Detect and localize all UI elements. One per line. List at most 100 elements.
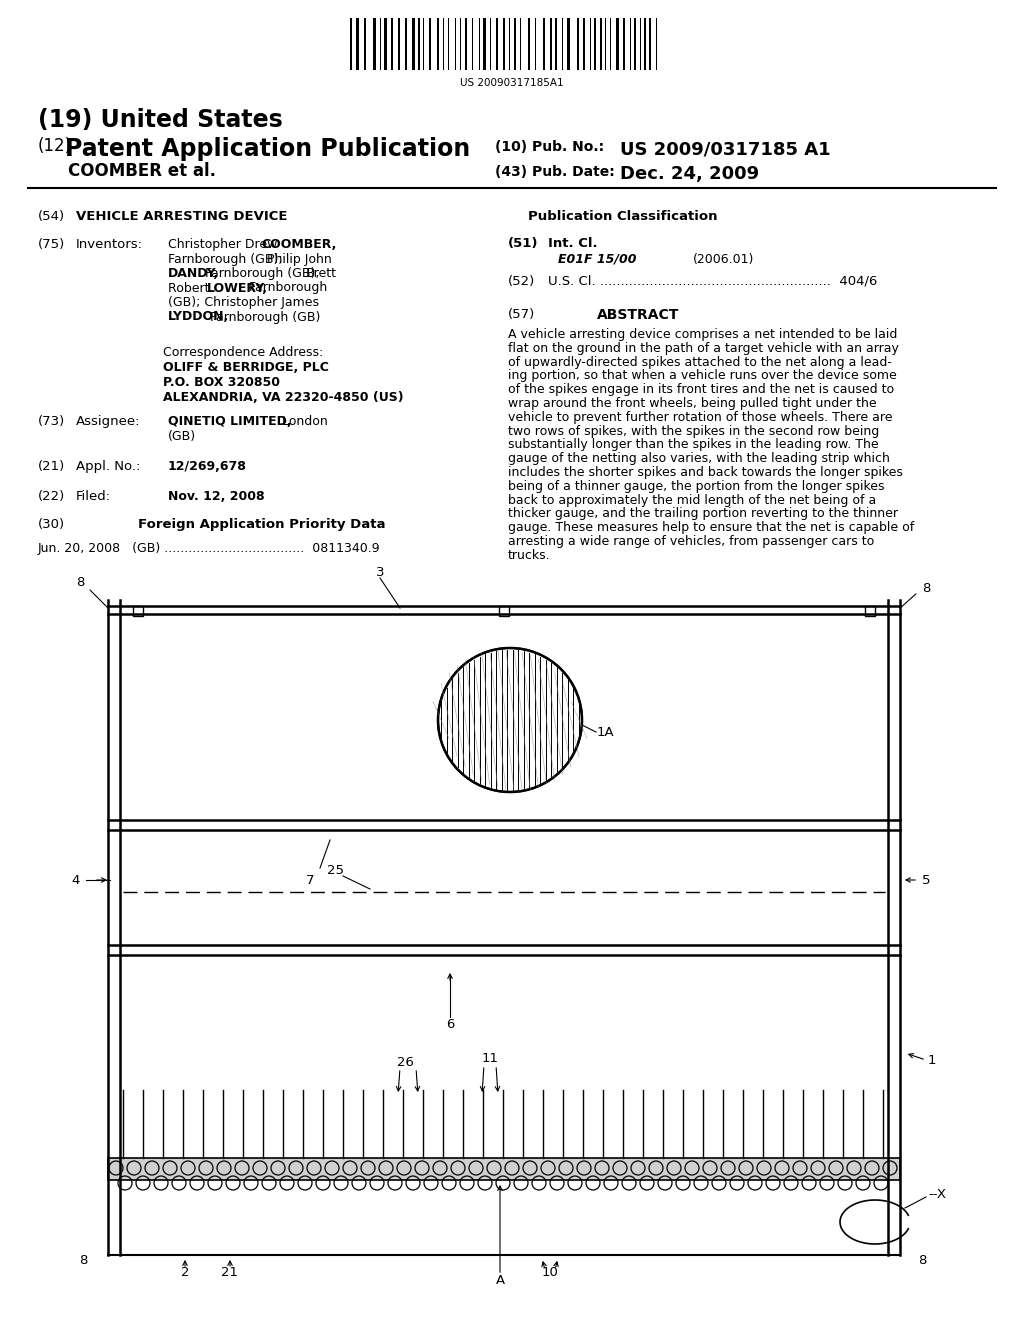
Text: thicker gauge, and the trailing portion reverting to the thinner: thicker gauge, and the trailing portion … [508, 507, 898, 520]
Text: Farnborough (GB): Farnborough (GB) [207, 310, 321, 323]
Text: (22): (22) [38, 490, 66, 503]
Text: being of a thinner gauge, the portion from the longer spikes: being of a thinner gauge, the portion fr… [508, 479, 885, 492]
Text: Int. Cl.: Int. Cl. [548, 238, 598, 249]
Text: QINETIQ LIMITED,: QINETIQ LIMITED, [168, 414, 292, 428]
Text: 8: 8 [76, 576, 84, 589]
Bar [528, 18, 530, 70]
Text: OLIFF & BERRIDGE, PLC: OLIFF & BERRIDGE, PLC [163, 360, 329, 374]
Text: Appl. No.:: Appl. No.: [76, 459, 140, 473]
Text: 8: 8 [79, 1254, 87, 1266]
Text: (GB): (GB) [168, 430, 197, 444]
Text: ABSTRACT: ABSTRACT [597, 308, 679, 322]
Text: LOWERY,: LOWERY, [207, 281, 267, 294]
Text: gauge. These measures help to ensure that the net is capable of: gauge. These measures help to ensure tha… [508, 521, 914, 535]
Text: flat on the ground in the path of a target vehicle with an array: flat on the ground in the path of a targ… [508, 342, 899, 355]
Text: (73): (73) [38, 414, 66, 428]
Text: Assignee:: Assignee: [76, 414, 140, 428]
Bar [550, 18, 552, 70]
Text: back to approximately the mid length of the net being of a: back to approximately the mid length of … [508, 494, 877, 507]
Text: (43) Pub. Date:: (43) Pub. Date: [495, 165, 614, 180]
Bar [429, 18, 431, 70]
Text: Nov. 12, 2008: Nov. 12, 2008 [168, 490, 264, 503]
Text: London: London [278, 414, 328, 428]
Text: (57): (57) [508, 308, 536, 321]
Text: 8: 8 [922, 582, 931, 594]
Text: 25: 25 [327, 863, 343, 876]
Text: Patent Application Publication: Patent Application Publication [65, 137, 470, 161]
Text: E01F 15/00: E01F 15/00 [558, 253, 637, 267]
Text: Farnborough (GB);: Farnborough (GB); [168, 252, 287, 265]
Text: US 2009/0317185 A1: US 2009/0317185 A1 [620, 140, 830, 158]
Text: of the spikes engage in its front tires and the net is caused to: of the spikes engage in its front tires … [508, 383, 894, 396]
Bar [499, 606, 509, 616]
Bar [865, 606, 874, 616]
Text: DANDY,: DANDY, [168, 267, 219, 280]
Bar [634, 18, 636, 70]
Text: US 20090317185A1: US 20090317185A1 [460, 78, 564, 88]
Text: includes the shorter spikes and back towards the longer spikes: includes the shorter spikes and back tow… [508, 466, 903, 479]
Bar [577, 18, 579, 70]
Text: 8: 8 [918, 1254, 927, 1266]
Text: Inventors:: Inventors: [76, 238, 143, 251]
Text: 7: 7 [306, 874, 314, 887]
Bar [555, 18, 557, 70]
Text: substantially longer than the spikes in the leading row. The: substantially longer than the spikes in … [508, 438, 879, 451]
Bar [465, 18, 467, 70]
Text: (12): (12) [38, 137, 72, 154]
Bar [364, 18, 366, 70]
Bar [418, 18, 420, 70]
Text: 11: 11 [481, 1052, 499, 1064]
Bar [437, 18, 439, 70]
Text: 1: 1 [928, 1053, 937, 1067]
Bar [406, 18, 407, 70]
Bar [583, 18, 585, 70]
Bar [600, 18, 602, 70]
Text: 21: 21 [221, 1266, 239, 1279]
Text: (GB); Christopher James: (GB); Christopher James [168, 296, 319, 309]
Bar [108, 1158, 900, 1180]
Text: of upwardly-directed spikes attached to the net along a lead-: of upwardly-directed spikes attached to … [508, 355, 892, 368]
Bar [543, 18, 545, 70]
Text: Philip John: Philip John [267, 252, 332, 265]
Text: A vehicle arresting device comprises a net intended to be laid: A vehicle arresting device comprises a n… [508, 327, 897, 341]
Text: A: A [496, 1274, 505, 1287]
Text: Filed:: Filed: [76, 490, 112, 503]
Text: Foreign Application Priority Data: Foreign Application Priority Data [138, 517, 385, 531]
Bar [384, 18, 387, 70]
Text: 10: 10 [542, 1266, 558, 1279]
Text: Correspondence Address:: Correspondence Address: [163, 346, 324, 359]
Bar [133, 606, 143, 616]
Text: --X: --X [928, 1188, 946, 1201]
Text: 3: 3 [376, 565, 384, 578]
Text: (54): (54) [38, 210, 66, 223]
Text: (21): (21) [38, 459, 66, 473]
Text: arresting a wide range of vehicles, from passenger cars to: arresting a wide range of vehicles, from… [508, 535, 874, 548]
Bar [350, 18, 352, 70]
Text: (2006.01): (2006.01) [693, 253, 755, 267]
Text: P.O. BOX 320850: P.O. BOX 320850 [163, 376, 280, 389]
Text: gauge of the netting also varies, with the leading strip which: gauge of the netting also varies, with t… [508, 453, 890, 465]
Bar [356, 18, 359, 70]
Text: 4: 4 [72, 874, 80, 887]
Bar [412, 18, 415, 70]
Bar [567, 18, 570, 70]
Text: U.S. Cl. ........................................................  404/6: U.S. Cl. ...............................… [548, 275, 878, 288]
Bar [649, 18, 651, 70]
Bar [644, 18, 646, 70]
Text: Farnborough (GB);: Farnborough (GB); [201, 267, 324, 280]
Bar [616, 18, 618, 70]
Text: wrap around the front wheels, being pulled tight under the: wrap around the front wheels, being pull… [508, 397, 877, 411]
Text: Brett: Brett [305, 267, 337, 280]
Text: (75): (75) [38, 238, 66, 251]
Text: two rows of spikes, with the spikes in the second row being: two rows of spikes, with the spikes in t… [508, 425, 880, 438]
Text: trucks.: trucks. [508, 549, 551, 562]
Text: 2: 2 [181, 1266, 189, 1279]
Bar [503, 18, 505, 70]
Text: Christopher Drew: Christopher Drew [168, 238, 282, 251]
Bar [514, 18, 516, 70]
Bar [623, 18, 625, 70]
Bar [391, 18, 393, 70]
Bar [373, 18, 376, 70]
Text: vehicle to prevent further rotation of those wheels. There are: vehicle to prevent further rotation of t… [508, 411, 893, 424]
Text: (52): (52) [508, 275, 536, 288]
